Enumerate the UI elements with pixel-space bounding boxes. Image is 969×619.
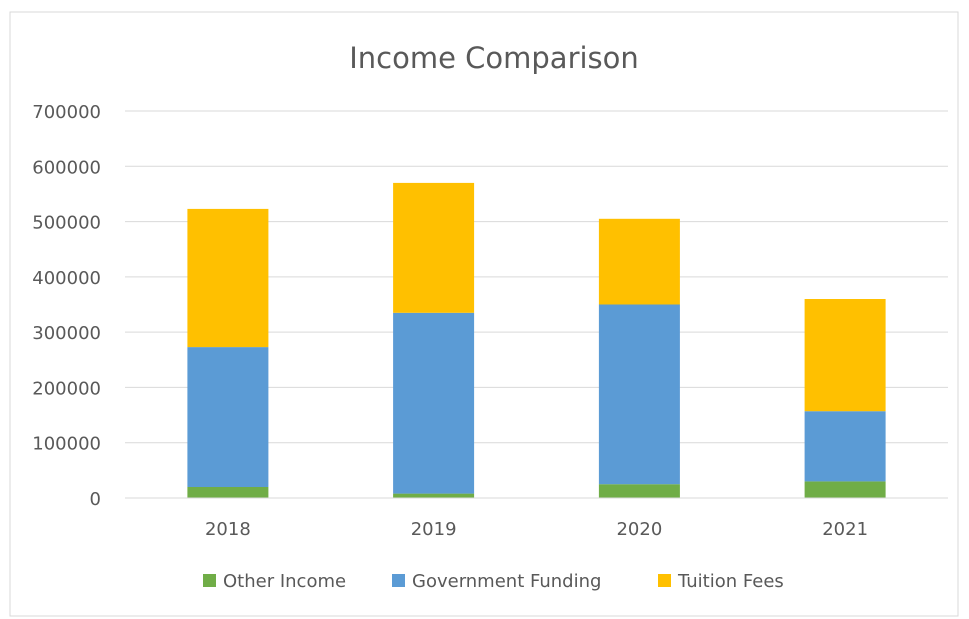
chart-border [9, 11, 959, 617]
x-tick-label: 2020 [616, 519, 662, 540]
y-tick-label: 200000 [32, 378, 101, 399]
y-tick-label: 600000 [32, 157, 101, 178]
bar-government-funding-2018 [187, 347, 269, 487]
y-tick-label: 100000 [32, 434, 101, 455]
x-tick-label: 2018 [205, 519, 251, 540]
legend-label: Other Income [223, 571, 346, 592]
legend-swatch-other-income [203, 574, 216, 587]
y-axis-ticks: 0 100000 200000 300000 400000 500000 600000 700… [32, 102, 101, 510]
x-tick-label: 2021 [822, 519, 868, 540]
legend: Other Income Government Funding Tuition Fe… [203, 571, 784, 592]
bar-tuition-fees-2020 [598, 218, 680, 305]
legend-swatch-government-funding [392, 574, 405, 587]
bar-other-income-2019 [393, 493, 475, 498]
bar-other-income-2021 [804, 481, 886, 498]
bar-government-funding-2021 [804, 411, 886, 482]
y-tick-label: 300000 [32, 323, 101, 344]
legend-swatch-tuition-fees [658, 574, 671, 587]
bar-other-income-2020 [598, 484, 680, 498]
legend-label: Tuition Fees [677, 571, 784, 592]
bar-tuition-fees-2018 [187, 208, 269, 348]
bar-government-funding-2020 [598, 304, 680, 485]
bar-tuition-fees-2019 [393, 182, 475, 313]
bar-tuition-fees-2021 [804, 299, 886, 412]
y-tick-label: 400000 [32, 268, 101, 289]
y-tick-label: 700000 [32, 102, 101, 123]
bar-other-income-2018 [187, 486, 269, 498]
y-tick-label: 500000 [32, 213, 101, 234]
legend-label: Government Funding [412, 571, 601, 592]
bars [187, 182, 886, 498]
y-tick-label: 0 [90, 489, 101, 510]
bar-government-funding-2019 [393, 312, 475, 494]
x-tick-label: 2019 [411, 519, 457, 540]
x-axis-ticks: 2018 2019 2020 2021 [205, 519, 868, 540]
chart-title: Income Comparison [349, 41, 639, 75]
